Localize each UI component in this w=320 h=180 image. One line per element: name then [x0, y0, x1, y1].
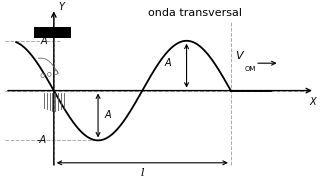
Text: -A: -A: [37, 135, 47, 145]
Text: onda transversal: onda transversal: [148, 8, 243, 18]
Text: l: l: [140, 168, 144, 178]
Text: OM: OM: [245, 66, 256, 72]
Text: A: A: [41, 36, 47, 46]
Text: A: A: [164, 58, 171, 68]
Text: Y: Y: [58, 2, 64, 12]
Text: A: A: [105, 111, 111, 120]
Bar: [34, 27, 71, 38]
Text: $\mathit{V}$: $\mathit{V}$: [235, 49, 245, 61]
Text: X: X: [309, 96, 316, 107]
